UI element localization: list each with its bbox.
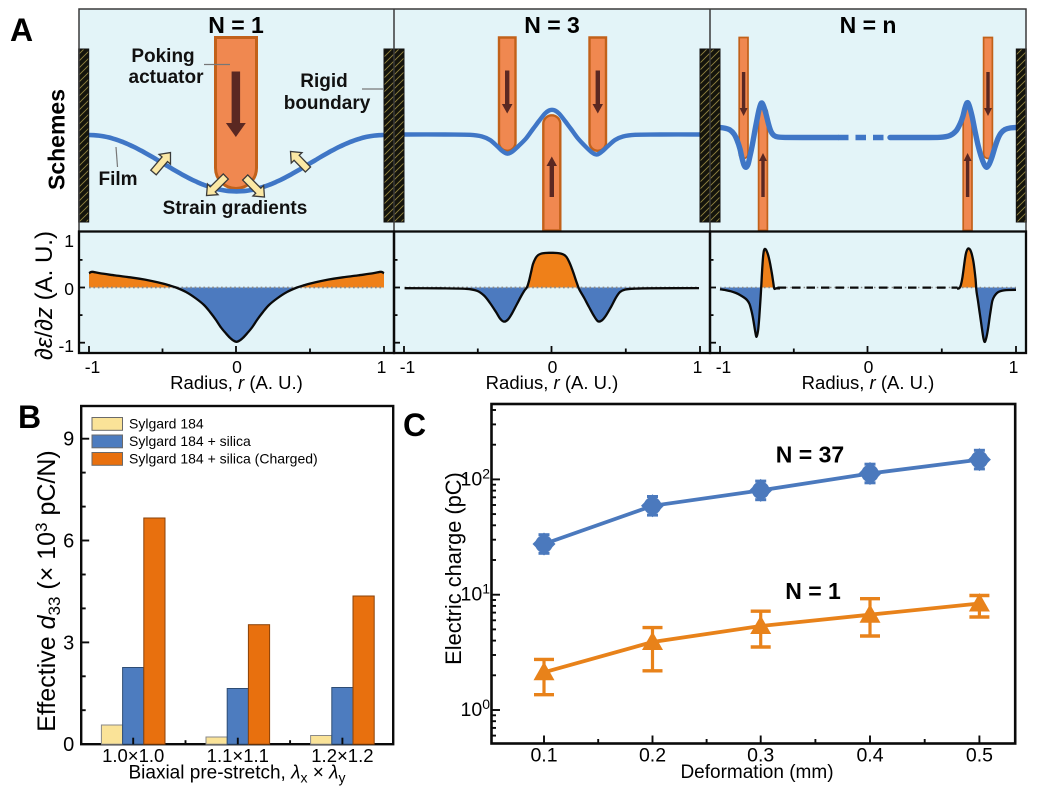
svg-text:Rigid: Rigid: [300, 71, 348, 92]
svg-text:N = 37: N = 37: [776, 442, 844, 468]
svg-text:Sylgard 184 + silica (Charged): Sylgard 184 + silica (Charged): [129, 451, 318, 467]
svg-text:Biaxial pre-stretch, λx × λy: Biaxial pre-stretch, λx × λy: [129, 763, 346, 786]
svg-text:Strain gradients: Strain gradients: [163, 198, 308, 219]
svg-text:1: 1: [64, 231, 74, 251]
svg-text:1: 1: [693, 357, 703, 377]
svg-text:6: 6: [63, 531, 74, 553]
svg-text:N = 1: N = 1: [785, 578, 841, 604]
svg-text:Deformation (mm): Deformation (mm): [680, 762, 833, 783]
svg-text:0: 0: [63, 734, 74, 756]
svg-text:100: 100: [461, 696, 491, 721]
svg-text:Sylgard 184 + silica: Sylgard 184 + silica: [129, 433, 251, 449]
svg-text:B: B: [18, 399, 41, 435]
svg-text:Film: Film: [98, 169, 137, 190]
svg-text:Poking: Poking: [131, 46, 194, 67]
svg-text:0.5: 0.5: [966, 745, 993, 767]
svg-text:N = n: N = n: [840, 12, 897, 38]
svg-text:0: 0: [548, 357, 558, 377]
svg-text:0.3: 0.3: [747, 745, 774, 767]
svg-text:1.2×1.2: 1.2×1.2: [311, 745, 373, 766]
svg-text:1: 1: [1009, 357, 1019, 377]
svg-text:A: A: [10, 12, 33, 48]
svg-text:∂ε/∂z (A. U.): ∂ε/∂z (A. U.): [31, 231, 58, 360]
svg-text:1.1×1.1: 1.1×1.1: [207, 745, 269, 766]
svg-text:N = 1: N = 1: [208, 12, 264, 38]
svg-text:1.0×1.0: 1.0×1.0: [102, 745, 164, 766]
svg-text:boundary: boundary: [284, 93, 371, 114]
svg-text:0.4: 0.4: [856, 745, 883, 767]
svg-text:0.2: 0.2: [639, 745, 666, 767]
svg-text:Radius, r (A. U.): Radius, r (A. U.): [170, 372, 303, 393]
svg-text:C: C: [403, 407, 426, 443]
svg-text:Electric charge (pC): Electric charge (pC): [441, 472, 466, 665]
svg-text:0: 0: [864, 357, 874, 377]
svg-text:Sylgard 184: Sylgard 184: [129, 416, 204, 432]
svg-text:-1: -1: [58, 336, 74, 356]
svg-text:Radius, r (A. U.): Radius, r (A. U.): [802, 372, 935, 393]
svg-text:-1: -1: [85, 357, 101, 377]
svg-text:-1: -1: [716, 357, 732, 377]
svg-text:9: 9: [63, 429, 74, 451]
svg-text:0: 0: [232, 357, 242, 377]
svg-text:N = 3: N = 3: [524, 12, 580, 38]
svg-text:3: 3: [63, 632, 74, 654]
svg-text:Radius, r (A. U.): Radius, r (A. U.): [486, 372, 619, 393]
svg-text:0.1: 0.1: [530, 745, 557, 767]
svg-text:0: 0: [64, 279, 74, 299]
svg-text:Effective d33 (× 103 pC/N): Effective d33 (× 103 pC/N): [32, 450, 64, 732]
svg-text:Schemes: Schemes: [44, 89, 70, 190]
svg-text:-1: -1: [400, 357, 416, 377]
svg-text:1: 1: [377, 357, 387, 377]
svg-text:actuator: actuator: [129, 67, 205, 88]
